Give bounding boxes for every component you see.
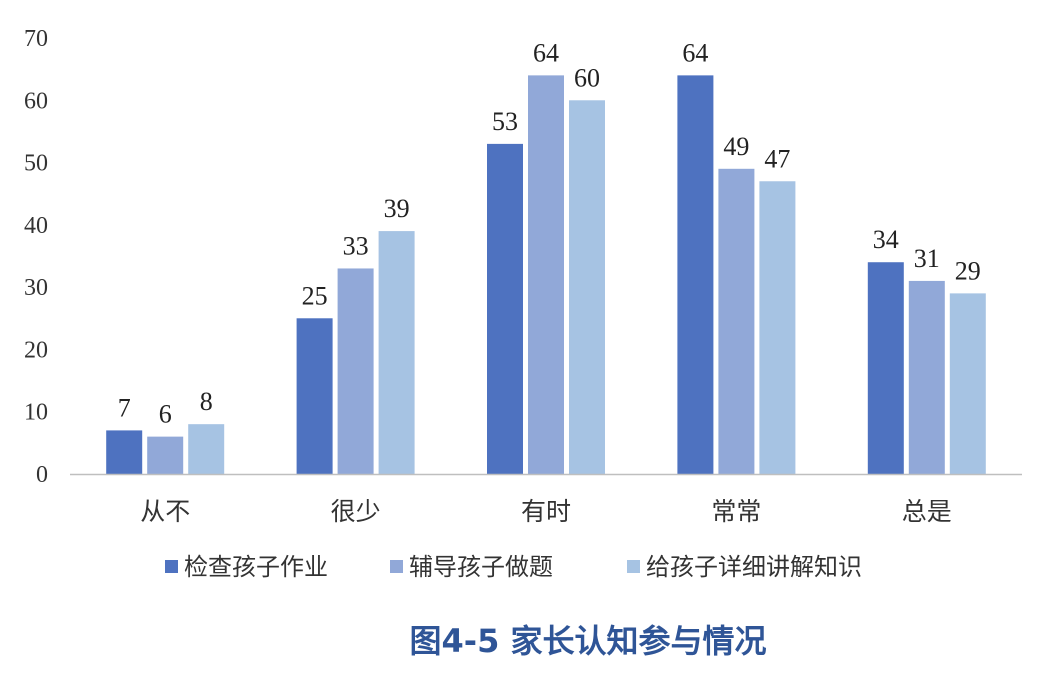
data-label: 25 [302,281,328,310]
data-label: 29 [955,256,981,285]
data-label: 39 [384,194,410,223]
bar [677,75,714,474]
y-tick-label: 60 [24,88,48,114]
data-label: 34 [873,225,899,254]
legend-swatch [627,560,640,573]
bar [528,75,564,474]
data-label: 49 [723,132,749,161]
bar [106,430,143,474]
bar [337,268,374,474]
y-axis-ticks: 0 10 20 30 40 50 60 70 [24,26,48,488]
x-category-label: 从不 [140,497,190,526]
bar [908,280,945,474]
chart-title: 图4-5 家长认知参与情况 [410,622,767,660]
data-label: 64 [533,38,559,67]
data-label: 7 [118,393,131,422]
x-category-label: 常常 [711,497,761,526]
bar [759,181,796,474]
y-tick-label: 10 [24,400,48,426]
bar [569,100,605,475]
data-label: 64 [682,38,708,67]
x-axis-categories: 从不 很少 有时 常常 总是 [140,497,952,526]
y-tick-label: 40 [24,213,48,239]
bar [718,168,755,475]
y-tick-label: 0 [36,462,48,488]
data-label: 6 [159,400,172,429]
data-label: 53 [492,107,518,136]
data-label: 60 [574,63,600,92]
x-category-label: 很少 [331,497,381,526]
bar [487,143,523,474]
legend-label: 检查孩子作业 [184,553,328,581]
y-tick-label: 20 [24,337,48,363]
data-label: 33 [343,231,369,260]
data-label: 31 [914,244,940,273]
bars [106,75,986,475]
legend-label: 辅导孩子做题 [409,553,553,581]
legend-swatch [390,560,403,573]
legend-label: 给孩子详细讲解知识 [646,553,862,581]
y-tick-label: 70 [24,26,48,52]
legend: 检查孩子作业 辅导孩子做题 给孩子详细讲解知识 [165,553,862,581]
bar [147,436,184,474]
x-category-label: 有时 [521,497,571,526]
x-category-label: 总是 [902,497,952,526]
bar [867,262,904,474]
bar [378,231,415,474]
y-tick-label: 50 [24,151,48,177]
legend-swatch [165,560,178,573]
bar [949,293,986,474]
bar [296,318,333,474]
data-label: 47 [764,144,790,173]
data-label: 8 [200,387,213,416]
bar [188,424,225,474]
data-labels: 7 6 8 25 33 39 53 64 60 64 49 47 34 31 29 [118,38,981,428]
y-tick-label: 30 [24,275,48,301]
